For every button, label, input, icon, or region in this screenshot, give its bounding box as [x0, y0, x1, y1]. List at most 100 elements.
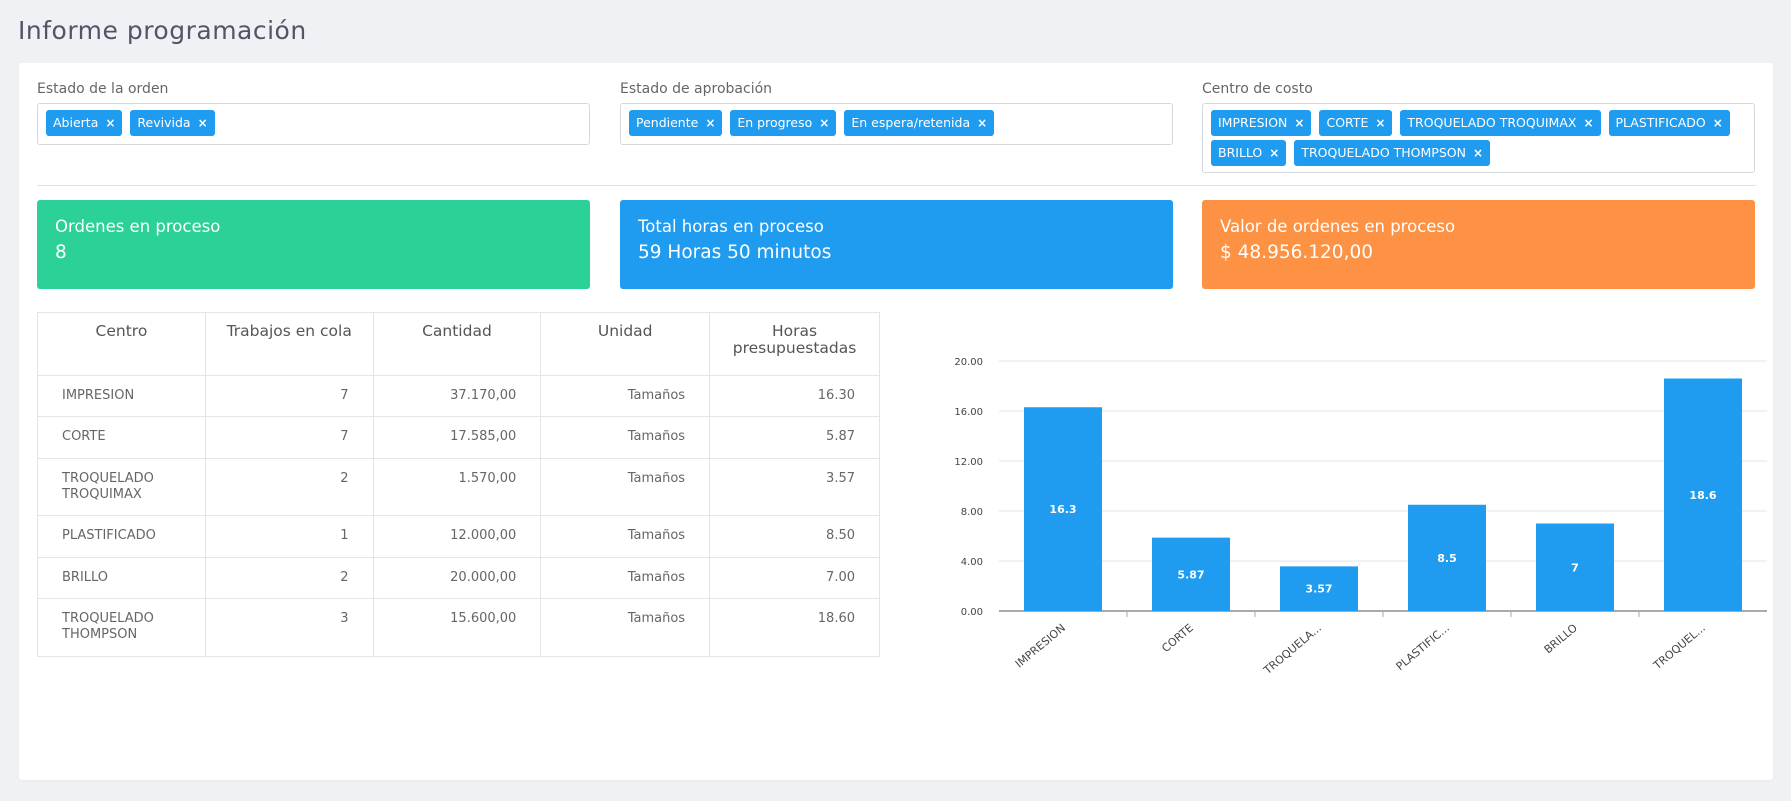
- cell-trabajos: 7: [204, 416, 374, 459]
- table-row: CORTE 7 17.585,00 Tamaños 5.87: [37, 416, 880, 459]
- column-header[interactable]: Horas presupuestadas: [709, 312, 880, 376]
- y-tick-label: 0.00: [961, 607, 983, 618]
- bar: [1280, 566, 1358, 611]
- tag-label: PLASTIFICADO: [1615, 115, 1706, 130]
- remove-tag-icon[interactable]: ×: [705, 116, 716, 130]
- bar: [1664, 378, 1742, 611]
- stat-value: $ 48.956.120,00: [1220, 242, 1373, 263]
- tag-chip: PLASTIFICADO ×: [1608, 110, 1730, 136]
- bar-value-label: 8.5: [1437, 552, 1457, 565]
- remove-tag-icon[interactable]: ×: [197, 116, 208, 130]
- cell-horas: 8.50: [709, 515, 880, 558]
- remove-tag-icon[interactable]: ×: [1294, 116, 1305, 130]
- cell-unidad: Tamaños: [540, 458, 711, 516]
- cell-trabajos: 2: [204, 458, 374, 516]
- page-title: Informe programación: [18, 16, 307, 45]
- y-tick-label: 16.00: [954, 407, 983, 418]
- bar-value-label: 16.3: [1049, 503, 1076, 516]
- tag-label: TROQUELADO THOMPSON: [1301, 145, 1466, 160]
- cell-cantidad: 20.000,00: [372, 557, 542, 599]
- column-header[interactable]: Trabajos en cola: [204, 312, 374, 376]
- filter-label: Estado de la orden: [37, 81, 169, 97]
- y-tick-label: 4.00: [961, 557, 983, 568]
- horas-bar-chart: 0.00 4.00 8.00 12.00 16.00 20.00 16.3 IMPRESION…: [954, 357, 1767, 678]
- column-header[interactable]: Centro: [37, 312, 206, 376]
- tag-chip: BRILLO ×: [1211, 140, 1287, 166]
- tag-label: TROQUELADO TROQUIMAX: [1407, 115, 1577, 130]
- stat-label: Valor de ordenes en proceso: [1220, 217, 1456, 236]
- centro-costo-select[interactable]: IMPRESION × CORTE × TROQUELADO TROQUIMAX × …: [1202, 103, 1755, 173]
- filter-estado-aprobacion: Estado de aprobación Pendiente × En progr…: [620, 81, 1173, 145]
- cell-cantidad: 17.585,00: [372, 416, 542, 459]
- stat-card-valor: Valor de ordenes en proceso $ 48.956.120…: [1202, 200, 1755, 289]
- remove-tag-icon[interactable]: ×: [977, 116, 988, 130]
- cell-unidad: Tamaños: [540, 515, 711, 558]
- tag-label: En espera/retenida: [851, 115, 971, 130]
- table-row: PLASTIFICADO 1 12.000,00 Tamaños 8.50: [37, 515, 880, 558]
- tag-chip: TROQUELADO TROQUIMAX ×: [1400, 110, 1601, 136]
- remove-tag-icon[interactable]: ×: [819, 116, 830, 130]
- table-row: IMPRESION 7 37.170,00 Tamaños 16.30: [37, 375, 880, 417]
- bar: [1536, 523, 1614, 611]
- stat-card-ordenes: Ordenes en proceso 8: [37, 200, 590, 289]
- remove-tag-icon[interactable]: ×: [1712, 116, 1723, 130]
- remove-tag-icon[interactable]: ×: [1269, 146, 1280, 160]
- x-tick-label: CORTE: [1159, 621, 1196, 655]
- centros-table: Centro Trabajos en cola Cantidad Unidad …: [37, 312, 880, 657]
- tag-chip: CORTE ×: [1319, 110, 1393, 136]
- tag-chip: IMPRESION ×: [1211, 110, 1312, 136]
- x-tick-label: BRILLO: [1542, 621, 1580, 656]
- cell-centro: BRILLO: [37, 557, 206, 599]
- tag-chip: Pendiente ×: [629, 110, 723, 136]
- cell-trabajos: 1: [204, 515, 374, 558]
- bar-value-label: 5.87: [1177, 568, 1204, 581]
- filter-estado-orden: Estado de la orden Abierta × Revivida ×: [37, 81, 590, 145]
- x-tick-label: TROQUELA...: [1261, 621, 1324, 677]
- tag-label: En progreso: [737, 115, 813, 130]
- tag-label: Abierta: [53, 115, 99, 130]
- estado-aprobacion-select[interactable]: Pendiente × En progreso × En espera/reteni…: [620, 103, 1173, 145]
- cell-horas: 5.87: [709, 416, 880, 459]
- x-tick-label: PLASTIFIC...: [1394, 621, 1452, 673]
- x-tick-label: IMPRESION: [1013, 621, 1068, 670]
- remove-tag-icon[interactable]: ×: [1583, 116, 1594, 130]
- stat-value: 8: [55, 242, 67, 263]
- cell-centro: PLASTIFICADO: [37, 515, 206, 558]
- cell-cantidad: 15.600,00: [372, 598, 542, 657]
- bar: [1408, 504, 1486, 611]
- column-header[interactable]: Cantidad: [372, 312, 542, 376]
- remove-tag-icon[interactable]: ×: [105, 116, 116, 130]
- filter-label: Estado de aprobación: [620, 81, 773, 97]
- tag-chip: En progreso ×: [730, 110, 837, 136]
- bar-value-label: 7: [1571, 561, 1579, 574]
- bar-value-label: 3.57: [1305, 583, 1332, 596]
- bar-value-label: 18.6: [1689, 489, 1716, 502]
- filter-centro-costo: Centro de costo IMPRESION × CORTE × TROQUE…: [1202, 81, 1755, 173]
- cell-cantidad: 1.570,00: [372, 458, 542, 516]
- tag-chip: Revivida ×: [130, 110, 215, 136]
- table-header-row: Centro Trabajos en cola Cantidad Unidad …: [37, 312, 880, 376]
- column-header[interactable]: Unidad: [540, 312, 711, 376]
- bar: [1024, 407, 1102, 611]
- cell-horas: 3.57: [709, 458, 880, 516]
- cell-trabajos: 3: [204, 598, 374, 657]
- cell-unidad: Tamaños: [540, 557, 711, 599]
- report-card: Estado de la orden Abierta × Revivida × Es…: [19, 63, 1773, 780]
- y-tick-label: 8.00: [961, 507, 983, 518]
- tag-label: BRILLO: [1218, 145, 1263, 160]
- cell-unidad: Tamaños: [540, 375, 711, 417]
- stat-card-horas: Total horas en proceso 59 Horas 50 minut…: [620, 200, 1173, 289]
- remove-tag-icon[interactable]: ×: [1472, 146, 1484, 160]
- table-row: BRILLO 2 20.000,00 Tamaños 7.00: [37, 557, 880, 599]
- remove-tag-icon[interactable]: ×: [1375, 116, 1386, 130]
- tag-label: IMPRESION: [1218, 115, 1288, 130]
- cell-centro: IMPRESION: [37, 375, 206, 417]
- table-row: TROQUELADO TROQUIMAX 2 1.570,00 Tamaños …: [37, 458, 880, 516]
- table-row: TROQUELADO THOMPSON 3 15.600,00 Tamaños …: [37, 598, 880, 657]
- estado-orden-select[interactable]: Abierta × Revivida ×: [37, 103, 590, 145]
- y-tick-label: 12.00: [954, 457, 983, 468]
- stat-label: Total horas en proceso: [638, 217, 824, 236]
- bar: [1152, 537, 1230, 611]
- cell-horas: 7.00: [709, 557, 880, 599]
- cell-centro: TROQUELADO TROQUIMAX: [37, 458, 206, 516]
